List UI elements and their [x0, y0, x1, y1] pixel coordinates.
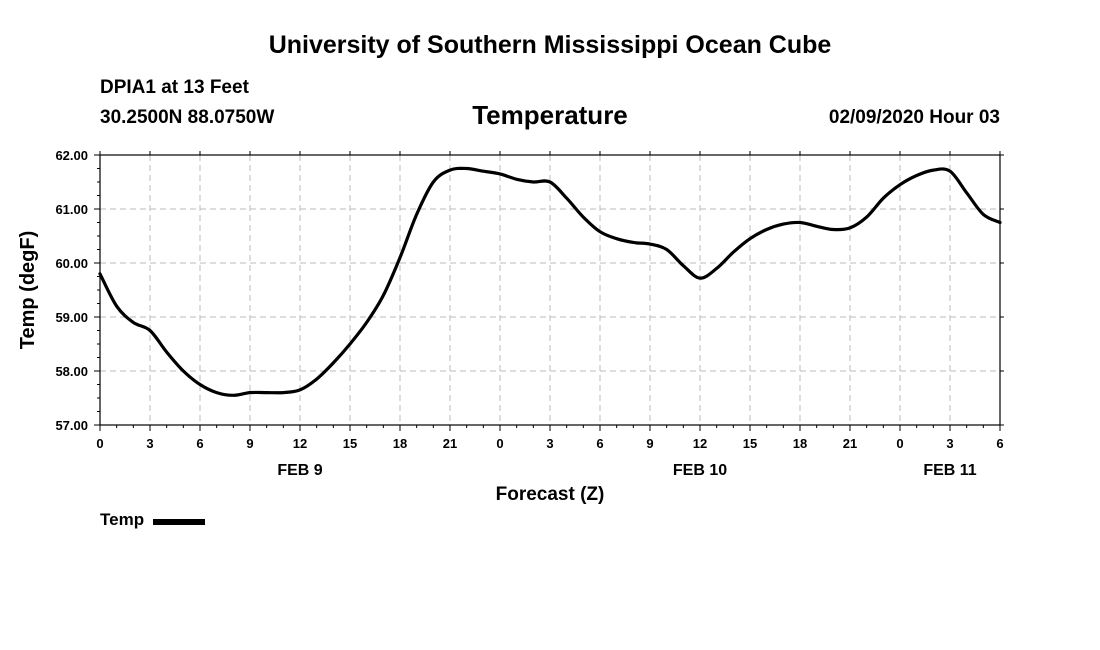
forecast-datetime: 02/09/2020 Hour 03	[828, 107, 1000, 128]
day-label: FEB 9	[277, 462, 322, 479]
y-tick-label: 61.00	[55, 202, 88, 217]
x-tick-label: 15	[343, 436, 357, 451]
y-tick-label: 62.00	[55, 148, 88, 163]
y-tick-label: 59.00	[55, 310, 88, 325]
grid	[100, 155, 1000, 425]
x-tick-label: 0	[896, 436, 903, 451]
station-label: DPIA1 at 13 Feet	[100, 77, 249, 98]
y-tick-label: 57.00	[55, 418, 88, 433]
main-title: University of Southern Mississippi Ocean…	[268, 31, 832, 59]
x-tick-label: 21	[843, 436, 857, 451]
x-tick-label: 3	[146, 436, 153, 451]
legend-swatch-temp	[153, 518, 206, 525]
x-tick-label: 18	[793, 436, 807, 451]
x-axis-label: Forecast (Z)	[496, 484, 605, 505]
x-tick-label: 0	[496, 436, 503, 451]
legend: Temp	[100, 510, 206, 530]
y-tick-label: 58.00	[55, 364, 88, 379]
legend-label-temp: Temp	[100, 510, 145, 529]
station-coordinates: 30.2500N 88.0750W	[100, 107, 275, 128]
day-label: FEB 11	[923, 462, 976, 479]
series	[98, 166, 1002, 397]
x-tick-label: 6	[596, 436, 603, 451]
series-line-temp	[98, 166, 1002, 397]
y-tick-label: 60.00	[55, 256, 88, 271]
x-tick-label: 18	[393, 436, 407, 451]
x-tick-label: 0	[96, 436, 103, 451]
x-tick-label: 12	[693, 436, 707, 451]
x-tick-label: 15	[743, 436, 757, 451]
y-axis-label: Temp (degF)	[17, 231, 39, 350]
x-tick-label: 6	[196, 436, 203, 451]
x-tick-label: 9	[246, 436, 253, 451]
x-tick-label: 9	[646, 436, 653, 451]
day-label: FEB 10	[673, 462, 727, 479]
axes: 57.00 58.00 59.00 60.00 61.00 62.00 0 3 6 9 12 15 18…	[55, 148, 1004, 479]
parameter-title: Temperature	[472, 100, 628, 130]
x-tick-label: 21	[443, 436, 457, 451]
x-tick-label: 3	[546, 436, 553, 451]
x-tick-label: 6	[996, 436, 1003, 451]
x-tick-label: 3	[946, 436, 953, 451]
x-tick-label: 12	[293, 436, 307, 451]
